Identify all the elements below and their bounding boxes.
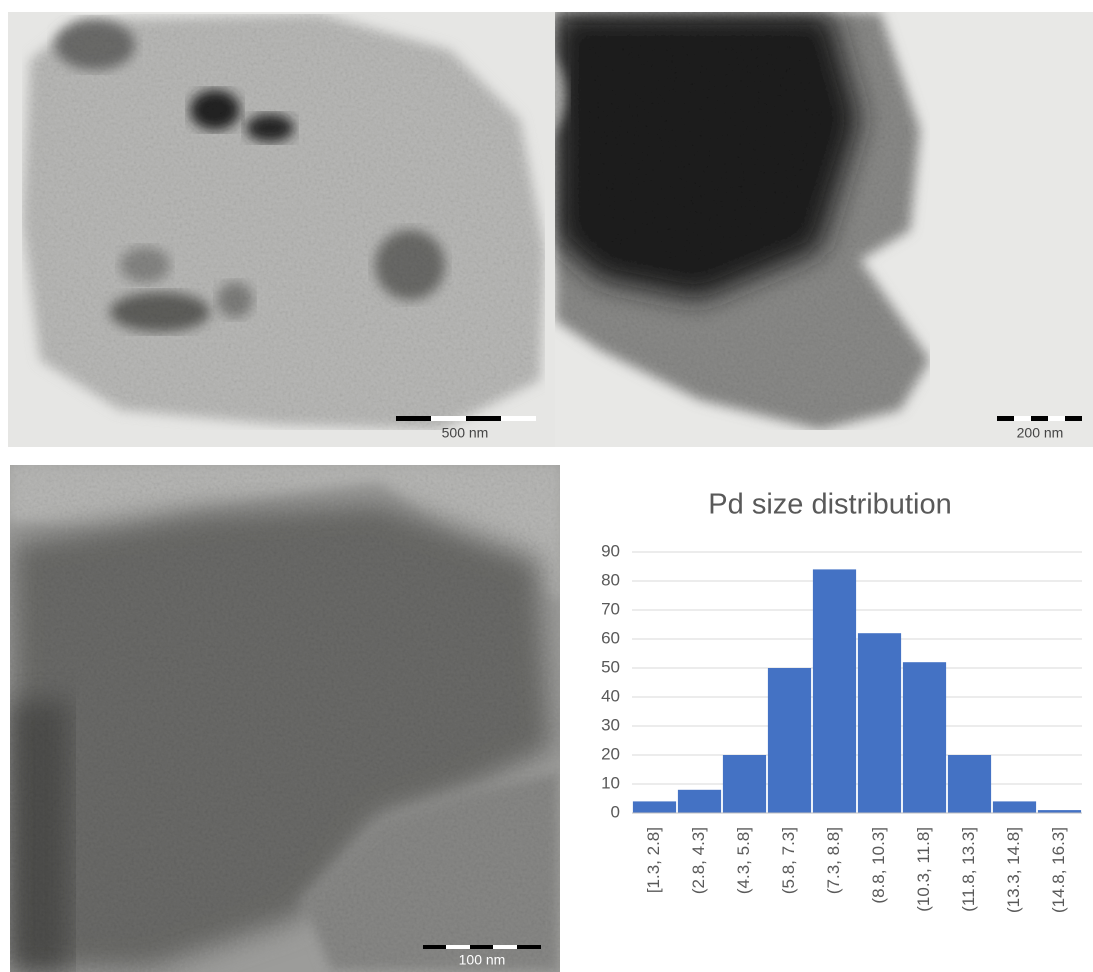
bar — [902, 662, 947, 813]
micrograph: 200 nm — [555, 12, 1093, 447]
x-tick-label: [1.3, 2.8] — [644, 827, 663, 893]
y-tick-label: 80 — [601, 570, 620, 589]
x-tick-label: (4.3, 5.8] — [734, 827, 753, 894]
chart-title: Pd size distribution — [708, 489, 951, 521]
y-tick-label: 20 — [601, 744, 620, 763]
bar — [947, 755, 992, 813]
bar — [677, 789, 722, 813]
bar — [632, 801, 677, 813]
y-tick-label: 70 — [601, 599, 620, 618]
micrograph: 100 nm — [10, 465, 560, 972]
y-tick-label: 90 — [601, 541, 620, 560]
y-tick-label: 50 — [601, 657, 620, 676]
y-tick-label: 0 — [611, 802, 620, 821]
x-tick-label: (13.3, 14.8] — [1004, 827, 1023, 913]
scale-bar-label: 100 nm — [459, 952, 506, 968]
y-tick-label: 60 — [601, 628, 620, 647]
x-tick-label: (14.8, 16.3] — [1049, 827, 1068, 913]
x-tick-label: (7.3, 8.8] — [824, 827, 843, 894]
bar — [857, 633, 902, 813]
plot-area: 0 10 20 30 40 50 60 70 80 90 [1.3, 2.8] (2.8, 4.3] (… — [601, 541, 1082, 913]
x-tick-label: (11.8, 13.3] — [959, 827, 978, 912]
scale-bar-label: 500 nm — [442, 425, 489, 441]
x-tick-label: (2.8, 4.3] — [689, 827, 708, 894]
scale-bar-label: 200 nm — [1017, 425, 1064, 441]
micrograph: 500 nm — [8, 12, 555, 447]
x-tick-label: (5.8, 7.3] — [779, 827, 798, 894]
y-tick-label: 10 — [601, 773, 620, 792]
bar — [812, 569, 857, 813]
y-tick-label: 30 — [601, 715, 620, 734]
x-tick-label: (8.8, 10.3] — [869, 827, 888, 904]
bar — [992, 801, 1037, 813]
y-tick-label: 40 — [601, 686, 620, 705]
bar — [1037, 810, 1082, 813]
x-tick-label: (10.3, 11.8] — [914, 827, 933, 912]
bar — [767, 668, 812, 813]
bar — [722, 755, 767, 813]
